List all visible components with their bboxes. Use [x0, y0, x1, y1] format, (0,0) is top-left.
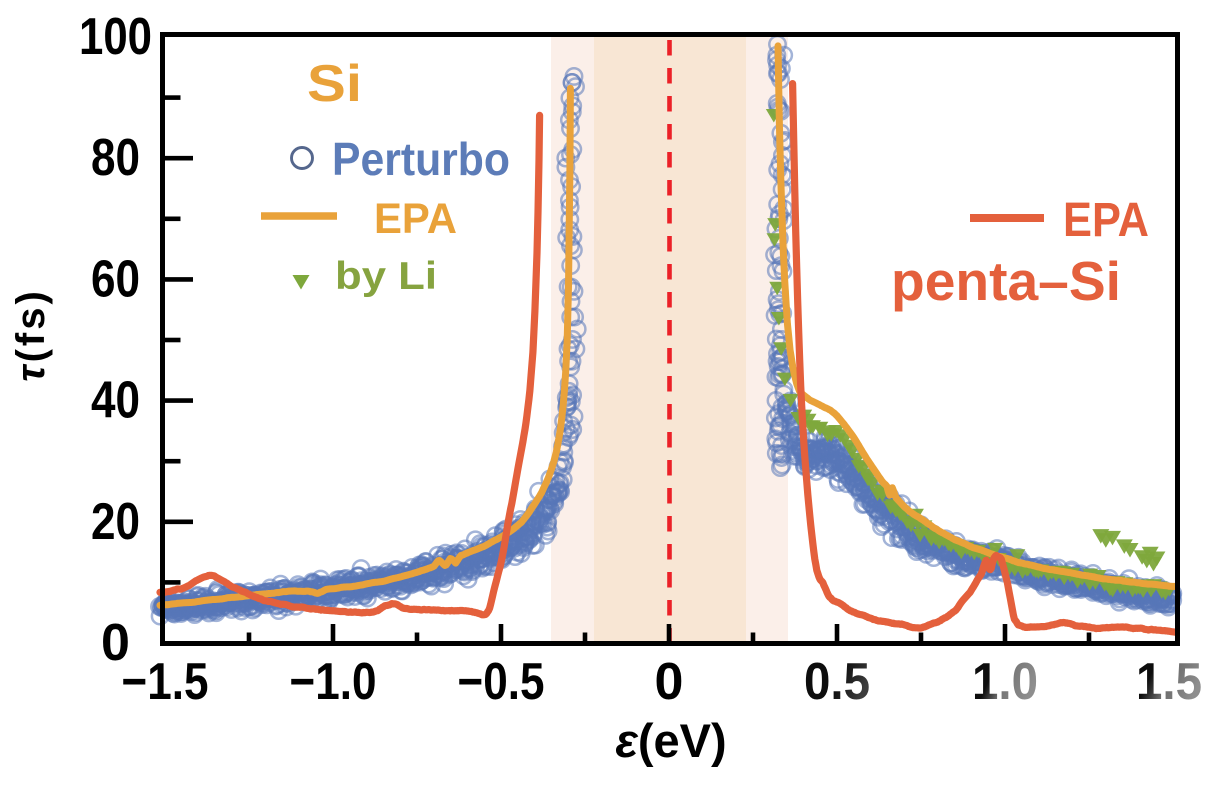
svg-text:0: 0 — [101, 614, 130, 672]
svg-text:τ(fs): τ(fs) — [9, 288, 53, 382]
svg-text:80: 80 — [91, 129, 140, 187]
svg-text:1.5: 1.5 — [1136, 653, 1202, 711]
svg-text:20: 20 — [91, 493, 140, 551]
svg-text:by Li: by Li — [335, 255, 437, 298]
svg-text:60: 60 — [91, 250, 140, 308]
svg-text:Si: Si — [307, 55, 362, 113]
svg-text:100: 100 — [79, 8, 152, 66]
svg-text:−1.5: −1.5 — [122, 653, 209, 711]
svg-text:EPA: EPA — [1063, 194, 1149, 247]
svg-text:EPA: EPA — [374, 195, 457, 243]
svg-text:0: 0 — [655, 653, 684, 711]
svg-text:−1.0: −1.0 — [290, 653, 377, 711]
svg-text:1.0: 1.0 — [972, 653, 1038, 711]
svg-text:Perturbo: Perturbo — [332, 133, 510, 185]
svg-text:0.5: 0.5 — [804, 653, 870, 711]
svg-text:−0.5: −0.5 — [458, 653, 545, 711]
svg-text:40: 40 — [91, 372, 140, 430]
svg-text:ε(eV): ε(eV) — [615, 714, 726, 767]
svg-text:penta–Si: penta–Si — [891, 250, 1121, 312]
